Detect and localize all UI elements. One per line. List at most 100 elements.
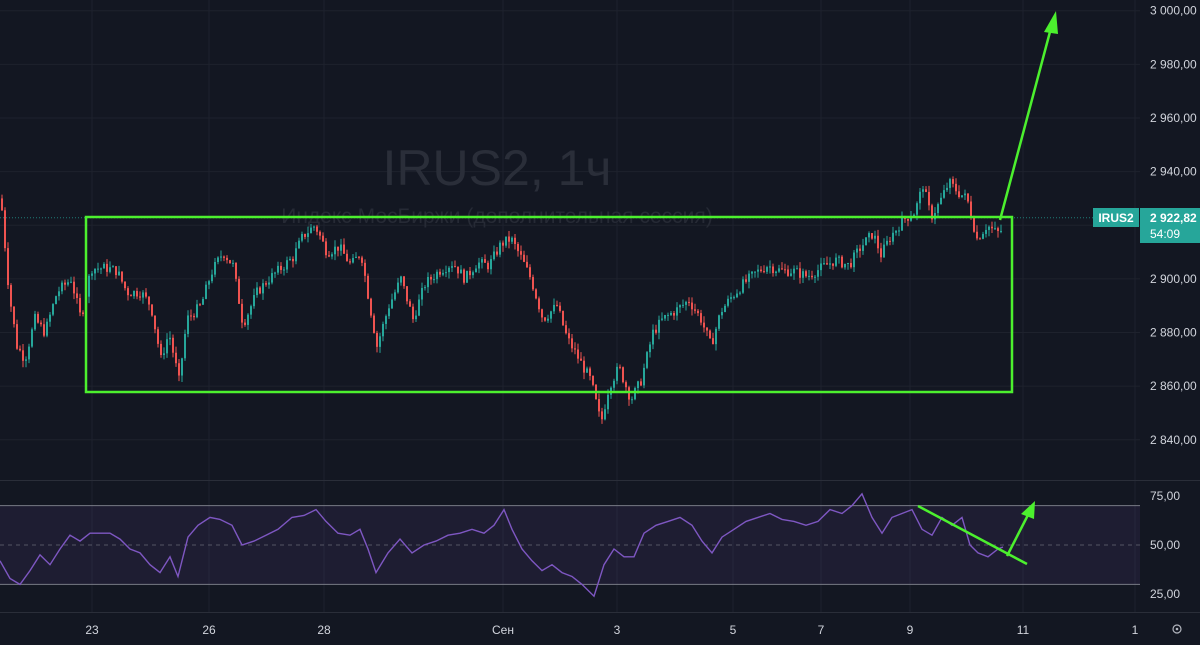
candle-body	[766, 267, 768, 272]
candle-body	[136, 290, 138, 297]
candle-body	[526, 261, 528, 268]
candle-body	[478, 262, 480, 269]
candle-body	[130, 295, 132, 297]
candle	[10, 283, 12, 312]
candle	[490, 255, 492, 275]
candle	[232, 259, 234, 267]
candle-body	[832, 263, 834, 266]
candle	[40, 320, 42, 327]
candle	[118, 265, 120, 277]
candle	[520, 245, 522, 260]
candle-body	[82, 312, 84, 315]
candle-body	[925, 189, 927, 192]
candle	[382, 321, 384, 342]
candle	[7, 242, 9, 290]
candle	[889, 236, 891, 246]
candle-body	[559, 305, 561, 311]
candle	[112, 265, 114, 268]
candle	[676, 302, 678, 321]
candle-body	[40, 322, 42, 325]
candle-body	[715, 328, 717, 345]
candle-body	[508, 236, 510, 242]
candle-body	[859, 248, 861, 251]
range-rectangle[interactable]	[84, 215, 1014, 394]
candle	[802, 268, 804, 284]
candle-body	[709, 330, 711, 339]
candle-body	[865, 237, 867, 246]
candle	[829, 257, 831, 270]
candle	[535, 288, 537, 300]
candle-body	[835, 257, 837, 266]
candle-body	[742, 279, 744, 293]
time-tick-label: 26	[202, 623, 216, 637]
candle-body	[196, 304, 198, 318]
rsi-axis[interactable]: 25,00 50,00 75,00	[1150, 489, 1180, 601]
candle-body	[466, 270, 468, 283]
candle-body	[337, 246, 339, 251]
candle	[580, 352, 582, 361]
price-tag: IRUS2 2 922,82 54:09	[1093, 208, 1200, 243]
candle	[778, 264, 780, 273]
candle	[724, 303, 726, 313]
candle	[937, 202, 939, 219]
candle	[844, 263, 846, 270]
candle-body	[460, 269, 462, 274]
candle-body	[7, 248, 9, 286]
candle-body	[427, 277, 429, 288]
candle-body	[112, 266, 114, 268]
candle-body	[151, 304, 153, 316]
candle	[877, 229, 879, 254]
rsi-line	[0, 492, 1004, 598]
candle	[496, 246, 498, 257]
candle	[253, 288, 255, 309]
candle	[397, 277, 399, 294]
candle	[745, 274, 747, 284]
candle-body	[472, 272, 474, 276]
candle	[385, 314, 387, 330]
candle	[601, 407, 603, 424]
candle-body	[619, 366, 621, 368]
candle	[766, 265, 768, 274]
candle-body	[364, 262, 366, 276]
candle	[436, 269, 438, 284]
settings-icon[interactable]	[1172, 624, 1182, 634]
candle-body	[277, 265, 279, 273]
candle-body	[433, 279, 435, 281]
candle	[649, 341, 651, 358]
candle	[511, 236, 513, 245]
candle	[499, 240, 501, 258]
price-tick-label: 2 940,00	[1150, 165, 1197, 179]
candle	[424, 285, 426, 291]
candle-body	[850, 262, 852, 268]
time-axis[interactable]: 23 26 28 Сен 3 5 7 9 11 1	[85, 623, 1138, 637]
candle-body	[901, 216, 903, 231]
candle	[562, 310, 564, 327]
candle	[514, 233, 516, 250]
candle-body	[883, 244, 885, 258]
candle	[868, 231, 870, 243]
candle-body	[613, 380, 615, 388]
candle	[694, 303, 696, 314]
breakout-arrow[interactable]	[998, 11, 1058, 221]
candle-body	[499, 242, 501, 255]
candle-body	[892, 232, 894, 242]
candle	[619, 364, 621, 370]
time-tick-label: 11	[1017, 623, 1030, 637]
candle	[892, 226, 894, 245]
candle-body	[229, 260, 231, 264]
candle-body	[703, 322, 705, 328]
candle-body	[322, 235, 324, 242]
candle-body	[463, 269, 465, 283]
candle-body	[532, 277, 534, 290]
candle-body	[352, 257, 354, 263]
rsi-arrow[interactable]	[1005, 501, 1035, 557]
candle-body	[91, 273, 93, 276]
candle	[94, 268, 96, 281]
candle-body	[103, 263, 105, 269]
candle-body	[628, 387, 630, 400]
candle	[442, 269, 444, 277]
candle	[865, 237, 867, 246]
candle-body	[310, 227, 312, 234]
candle-body	[505, 236, 507, 246]
